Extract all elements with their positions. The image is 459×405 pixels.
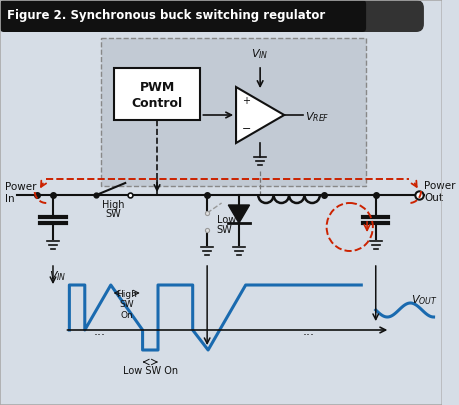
Text: Figure 2. Synchronous buck switching regulator: Figure 2. Synchronous buck switching reg… — [7, 9, 325, 23]
FancyBboxPatch shape — [0, 0, 366, 32]
FancyBboxPatch shape — [101, 38, 366, 186]
Polygon shape — [228, 205, 250, 223]
Text: $\mathit{V}_{OUT}$: $\mathit{V}_{OUT}$ — [411, 293, 437, 307]
Text: Control: Control — [131, 97, 183, 110]
Text: In: In — [5, 194, 14, 204]
FancyBboxPatch shape — [114, 68, 201, 120]
Text: −: − — [242, 124, 251, 134]
Text: SW: SW — [217, 225, 233, 235]
FancyBboxPatch shape — [347, 0, 424, 32]
Text: ···: ··· — [302, 330, 314, 343]
Text: $\mathit{V}_{IN}$: $\mathit{V}_{IN}$ — [49, 269, 67, 283]
Text: $\mathit{V}_{IN}$: $\mathit{V}_{IN}$ — [252, 47, 269, 61]
Text: Power: Power — [424, 181, 455, 191]
Text: PWM: PWM — [140, 81, 175, 94]
Text: Low SW On: Low SW On — [123, 366, 178, 376]
Text: Out: Out — [424, 193, 443, 203]
Text: Low: Low — [217, 215, 236, 225]
Text: SW: SW — [105, 209, 121, 219]
Text: High: High — [102, 200, 124, 210]
Text: ···: ··· — [93, 330, 105, 343]
Text: +: + — [242, 96, 250, 106]
Polygon shape — [236, 87, 284, 143]
Text: $\mathit{V}_{REF}$: $\mathit{V}_{REF}$ — [305, 110, 330, 124]
Text: Power: Power — [5, 182, 36, 192]
Text: High
SW
On: High SW On — [116, 290, 137, 320]
